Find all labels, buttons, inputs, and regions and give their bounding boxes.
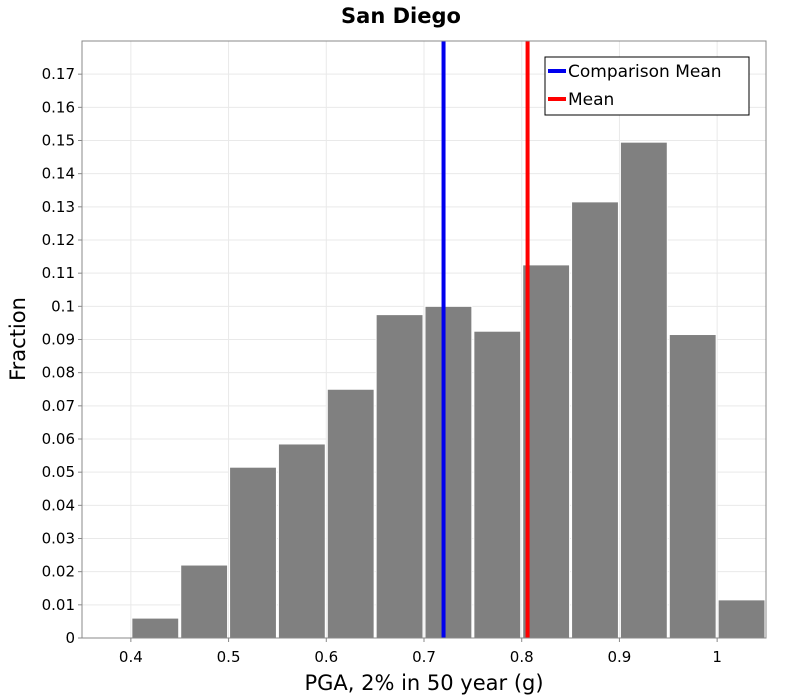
histogram-bar (326, 388, 375, 639)
legend: Comparison Mean Mean (544, 56, 750, 116)
histogram-bar (668, 334, 717, 639)
y-tick-label: 0.08 (42, 364, 75, 382)
x-tick-label: 0.5 (217, 648, 241, 666)
y-tick-label: 0.07 (42, 397, 75, 415)
histogram-bar (522, 264, 571, 639)
histogram-bar (131, 617, 180, 639)
x-tick-label: 0.4 (119, 648, 143, 666)
histogram-bar (571, 201, 619, 639)
histogram-bar (473, 330, 522, 639)
y-tick-label: 0.14 (42, 165, 75, 183)
histogram-bar (180, 564, 229, 639)
y-tick-label: 0.1 (51, 297, 75, 315)
x-axis-label: PGA, 2% in 50 year (g) (304, 671, 543, 695)
histogram-bar (619, 141, 668, 639)
x-axis-ticks: 0.4 0.5 0.6 0.7 0.8 0.9 1 (119, 638, 722, 666)
x-tick-label: 0.9 (607, 648, 631, 666)
y-tick-label: 0.11 (42, 264, 75, 282)
y-tick-label: 0.12 (42, 231, 75, 249)
y-tick-label: 0.13 (42, 198, 75, 216)
y-tick-label: 0.15 (42, 132, 75, 150)
y-tick-label: 0.09 (42, 331, 75, 349)
chart-title: San Diego (341, 4, 461, 28)
y-tick-label: 0.16 (42, 98, 75, 116)
y-tick-label: 0.02 (42, 563, 75, 581)
legend-label: Mean (568, 90, 614, 110)
histogram-bar (717, 599, 766, 639)
x-tick-label: 1 (712, 648, 722, 666)
histogram-bars (82, 141, 766, 639)
legend-box (544, 56, 750, 116)
histogram-bar (277, 443, 326, 639)
y-tick-label: 0.04 (42, 496, 75, 514)
histogram-bar (229, 466, 277, 639)
x-tick-label: 0.7 (412, 648, 436, 666)
y-axis-ticks: 0 0.01 0.02 0.03 0.04 0.05 0.06 0.07 0.08 0.09 0.1… (42, 65, 82, 647)
y-tick-label: 0.06 (42, 430, 75, 448)
y-tick-label: 0.05 (42, 463, 75, 481)
y-tick-label: 0 (65, 629, 75, 647)
y-tick-label: 0.03 (42, 530, 75, 548)
y-tick-label: 0.17 (42, 65, 75, 83)
reference-lines (441, 41, 530, 638)
y-axis-label: Fraction (6, 297, 30, 381)
y-tick-label: 0.01 (42, 596, 75, 614)
histogram-bar (375, 314, 424, 639)
histogram-bar (424, 305, 473, 639)
x-tick-label: 0.6 (314, 648, 338, 666)
legend-label: Comparison Mean (568, 62, 722, 82)
x-tick-label: 0.8 (510, 648, 534, 666)
